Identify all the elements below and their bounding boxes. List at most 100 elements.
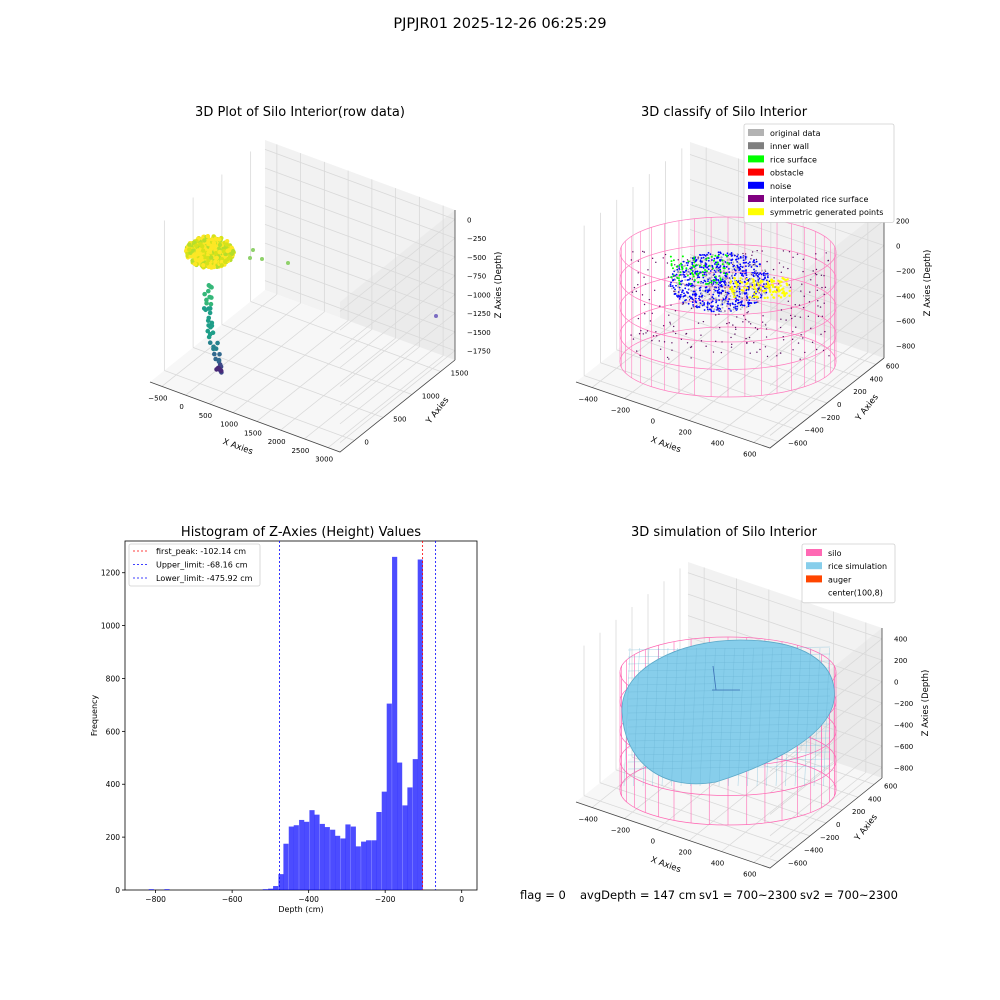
data-point bbox=[200, 248, 206, 253]
data-point bbox=[815, 273, 818, 276]
data-point bbox=[723, 301, 726, 304]
data-point bbox=[212, 351, 217, 357]
x-tick-label: −400 bbox=[579, 396, 598, 404]
data-point bbox=[797, 342, 800, 344]
data-point bbox=[751, 278, 755, 281]
data-point bbox=[725, 305, 728, 308]
grid-line bbox=[256, 329, 373, 422]
data-point bbox=[701, 300, 704, 303]
histogram-bar bbox=[319, 823, 325, 890]
legend-swatch bbox=[748, 129, 764, 136]
data-point bbox=[679, 293, 682, 296]
data-point bbox=[711, 300, 714, 303]
data-point bbox=[800, 290, 802, 292]
data-point bbox=[667, 276, 670, 278]
data-point bbox=[668, 314, 670, 316]
data-point bbox=[753, 259, 755, 261]
data-point bbox=[680, 262, 683, 265]
data-point bbox=[737, 299, 740, 302]
data-point bbox=[260, 257, 264, 261]
data-point bbox=[725, 282, 727, 285]
data-point bbox=[696, 257, 699, 260]
data-point bbox=[828, 355, 830, 357]
data-point bbox=[681, 255, 684, 258]
data-point bbox=[710, 301, 713, 304]
data-point bbox=[713, 273, 716, 276]
data-point bbox=[683, 274, 686, 276]
data-point bbox=[720, 280, 723, 283]
grid-line bbox=[339, 294, 456, 387]
data-point bbox=[715, 281, 718, 284]
data-point bbox=[764, 346, 767, 348]
simulation-3d-plot: 3D simulation of Silo Interior −400 −200 0 2… bbox=[575, 525, 931, 879]
data-point bbox=[724, 280, 726, 283]
z-tick-label: −600 bbox=[896, 318, 915, 326]
data-point bbox=[701, 295, 703, 297]
data-point bbox=[740, 281, 744, 284]
data-point bbox=[749, 323, 752, 325]
data-point bbox=[761, 280, 764, 283]
data-point bbox=[652, 335, 655, 337]
data-point bbox=[659, 348, 662, 350]
data-point bbox=[434, 314, 438, 318]
data-point bbox=[792, 331, 794, 333]
data-point bbox=[677, 286, 679, 288]
data-point bbox=[721, 280, 724, 283]
data-point bbox=[735, 289, 738, 291]
data-point bbox=[700, 340, 703, 342]
data-point bbox=[204, 297, 209, 303]
mesh-line bbox=[652, 647, 659, 787]
data-point bbox=[753, 279, 756, 283]
data-point bbox=[705, 291, 707, 294]
data-point bbox=[207, 310, 213, 316]
data-point bbox=[728, 287, 732, 290]
data-point bbox=[702, 276, 705, 279]
data-point bbox=[687, 261, 690, 264]
grid-line bbox=[583, 795, 779, 862]
x-tick-label: 0 bbox=[179, 403, 183, 411]
z-axis-label: Z Axies (Depth) bbox=[923, 250, 933, 317]
data-point bbox=[762, 285, 764, 288]
data-point bbox=[758, 277, 761, 280]
y-axis-label: Y Axies bbox=[852, 812, 880, 844]
data-point bbox=[734, 303, 737, 306]
x-tick-label: 600 bbox=[743, 451, 756, 459]
data-point bbox=[746, 312, 748, 314]
data-point bbox=[662, 257, 664, 259]
data-point bbox=[715, 297, 717, 299]
grid-line bbox=[689, 254, 885, 321]
data-point bbox=[723, 259, 726, 262]
data-point bbox=[762, 315, 764, 317]
z-tick-label: 200 bbox=[896, 218, 909, 226]
x-tick-label: 1500 bbox=[244, 429, 262, 437]
data-point bbox=[699, 286, 702, 289]
data-point bbox=[739, 293, 741, 295]
data-point bbox=[697, 281, 700, 284]
data-point bbox=[741, 266, 744, 269]
data-point bbox=[772, 268, 775, 271]
data-point bbox=[701, 274, 704, 277]
data-point bbox=[722, 290, 725, 292]
avg-depth-status: avgDepth = 147 cm bbox=[580, 888, 697, 902]
x-tick-label: 400 bbox=[711, 860, 724, 868]
data-point bbox=[771, 285, 775, 289]
data-point bbox=[636, 350, 638, 352]
grid-line bbox=[304, 346, 420, 440]
data-point bbox=[759, 272, 762, 275]
data-point bbox=[719, 268, 722, 271]
histogram-bar bbox=[164, 889, 170, 890]
data-point bbox=[707, 251, 710, 254]
data-point bbox=[689, 260, 692, 263]
data-point bbox=[756, 265, 759, 268]
grid-line bbox=[339, 237, 456, 331]
data-point bbox=[754, 270, 757, 272]
data-point bbox=[708, 264, 711, 267]
data-point bbox=[713, 269, 716, 272]
data-point bbox=[734, 266, 737, 268]
data-point bbox=[669, 321, 671, 323]
data-point bbox=[744, 259, 746, 262]
data-point bbox=[770, 278, 773, 281]
data-point bbox=[641, 294, 644, 296]
data-point bbox=[751, 251, 754, 253]
mesh-line bbox=[823, 647, 830, 787]
